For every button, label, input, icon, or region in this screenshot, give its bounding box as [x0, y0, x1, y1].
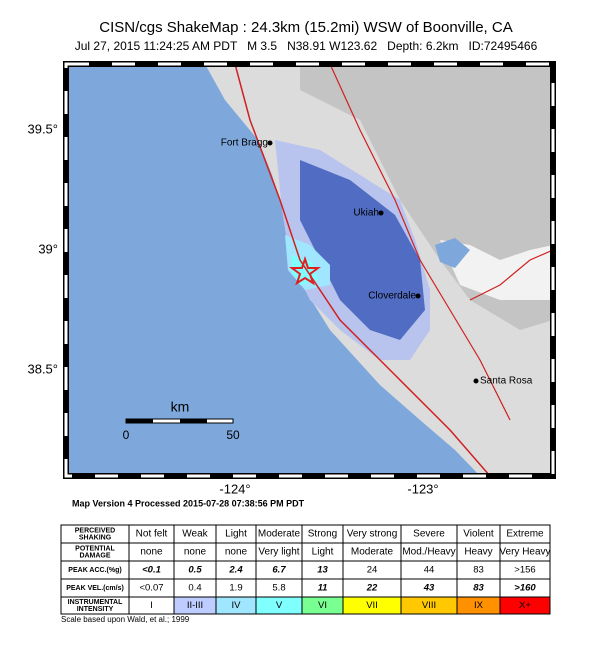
row-label: SHAKING — [79, 534, 112, 541]
cell-text: VI — [318, 600, 327, 611]
cell-text: II-III — [187, 600, 203, 611]
lon-label: -123° — [407, 481, 438, 496]
cell-text: <0.1 — [142, 565, 161, 576]
cell-text: none — [140, 547, 163, 558]
fault — [234, 64, 491, 476]
cell-text: none — [184, 547, 207, 558]
cell-text: >160 — [514, 583, 536, 594]
cell-text: 22 — [366, 583, 378, 594]
cell-text: Heavy — [464, 547, 492, 558]
row-label: INSTRUMENTAL — [68, 599, 123, 606]
cell-text: Very strong — [347, 529, 398, 540]
row-label: INTENSITY — [77, 606, 114, 613]
cell-text: Very light — [258, 547, 299, 558]
cell-text: Light — [312, 547, 334, 558]
fault — [329, 64, 511, 421]
cell-text: X+ — [519, 600, 531, 611]
row-label: POTENTIAL — [75, 545, 115, 552]
map-area — [66, 64, 553, 476]
lat-label: 38.5° — [27, 361, 58, 376]
cell-text: 6.7 — [272, 565, 286, 576]
cell-text: 83 — [473, 565, 484, 576]
cell-text: 11 — [318, 583, 328, 594]
cell-text: Weak — [182, 529, 208, 540]
cell-text: 5.8 — [272, 583, 285, 594]
row-label: PEAK VEL.(cm/s) — [66, 585, 124, 592]
cell-text: Severe — [413, 529, 445, 540]
lake — [435, 238, 470, 268]
cell-text: IX — [474, 600, 484, 611]
city-label: Fort Bragg — [221, 138, 268, 149]
scale-bar-seg — [180, 419, 207, 423]
city-marker — [415, 293, 421, 299]
footnote: Scale based upon Wald, et al.; 1999 — [61, 615, 190, 624]
subtitle: Jul 27, 2015 11:24:25 AM PDT M 3.5 N38.9… — [75, 39, 538, 53]
cell-text: >156 — [514, 565, 535, 576]
lat-label: 39° — [38, 241, 58, 256]
city-marker — [378, 210, 384, 216]
cell-text: 83 — [473, 583, 484, 594]
cell-text: Light — [225, 529, 247, 540]
shaking-weak-dense — [300, 160, 425, 340]
cell-text: 44 — [424, 565, 435, 576]
cell-text: Moderate — [351, 547, 394, 558]
cell-text: Mod./Heavy — [402, 547, 455, 558]
valley — [440, 240, 553, 300]
table-cell — [499, 596, 551, 615]
cell-text: Not felt — [136, 529, 168, 540]
row-label: PERCEIVED — [75, 527, 115, 534]
city-label: Cloverdale — [368, 291, 416, 302]
cell-text: Strong — [308, 529, 337, 540]
scale-bar-seg — [126, 419, 153, 423]
cell-text: 13 — [317, 565, 328, 576]
epicenter — [289, 255, 321, 286]
lon-label: -124° — [219, 481, 250, 496]
cell-text: 1.9 — [229, 583, 242, 594]
cell-text: 2.4 — [228, 565, 243, 576]
row-label: DAMAGE — [79, 552, 110, 559]
city-marker — [267, 140, 273, 146]
processed-note: Map Version 4 Processed 2015-07-28 07:38… — [72, 498, 305, 508]
cell-text: VIII — [422, 600, 436, 611]
cell-text: Moderate — [258, 529, 301, 540]
city-label: Santa Rosa — [480, 376, 533, 387]
city-label: Ukiah — [353, 208, 379, 219]
cell-text: Violent — [463, 529, 494, 540]
cell-text: 0.4 — [188, 583, 201, 594]
city-marker — [473, 378, 479, 384]
fault — [469, 249, 553, 301]
cell-text: Extreme — [506, 529, 544, 540]
title: CISN/cgs ShakeMap : 24.3km (15.2mi) WSW … — [99, 19, 512, 36]
cell-text: Very Heavy — [499, 547, 550, 558]
cell-text: 24 — [367, 565, 378, 576]
scale-label: 50 — [226, 428, 240, 442]
scale-label: 0 — [123, 428, 130, 442]
row-label: PEAK ACC.(%g) — [68, 567, 121, 574]
cell-text: V — [276, 600, 283, 611]
cell-text: IV — [232, 600, 242, 611]
cell-text: 43 — [423, 583, 435, 594]
cell-text: VII — [366, 600, 378, 611]
cell-text: I — [150, 600, 153, 611]
scale-unit: km — [171, 399, 190, 415]
cell-text: 0.5 — [188, 565, 202, 576]
cell-text: none — [225, 547, 248, 558]
lat-label: 39.5° — [27, 121, 58, 136]
map-frame-ticks — [64, 62, 555, 478]
cell-text: <0.07 — [139, 583, 163, 594]
